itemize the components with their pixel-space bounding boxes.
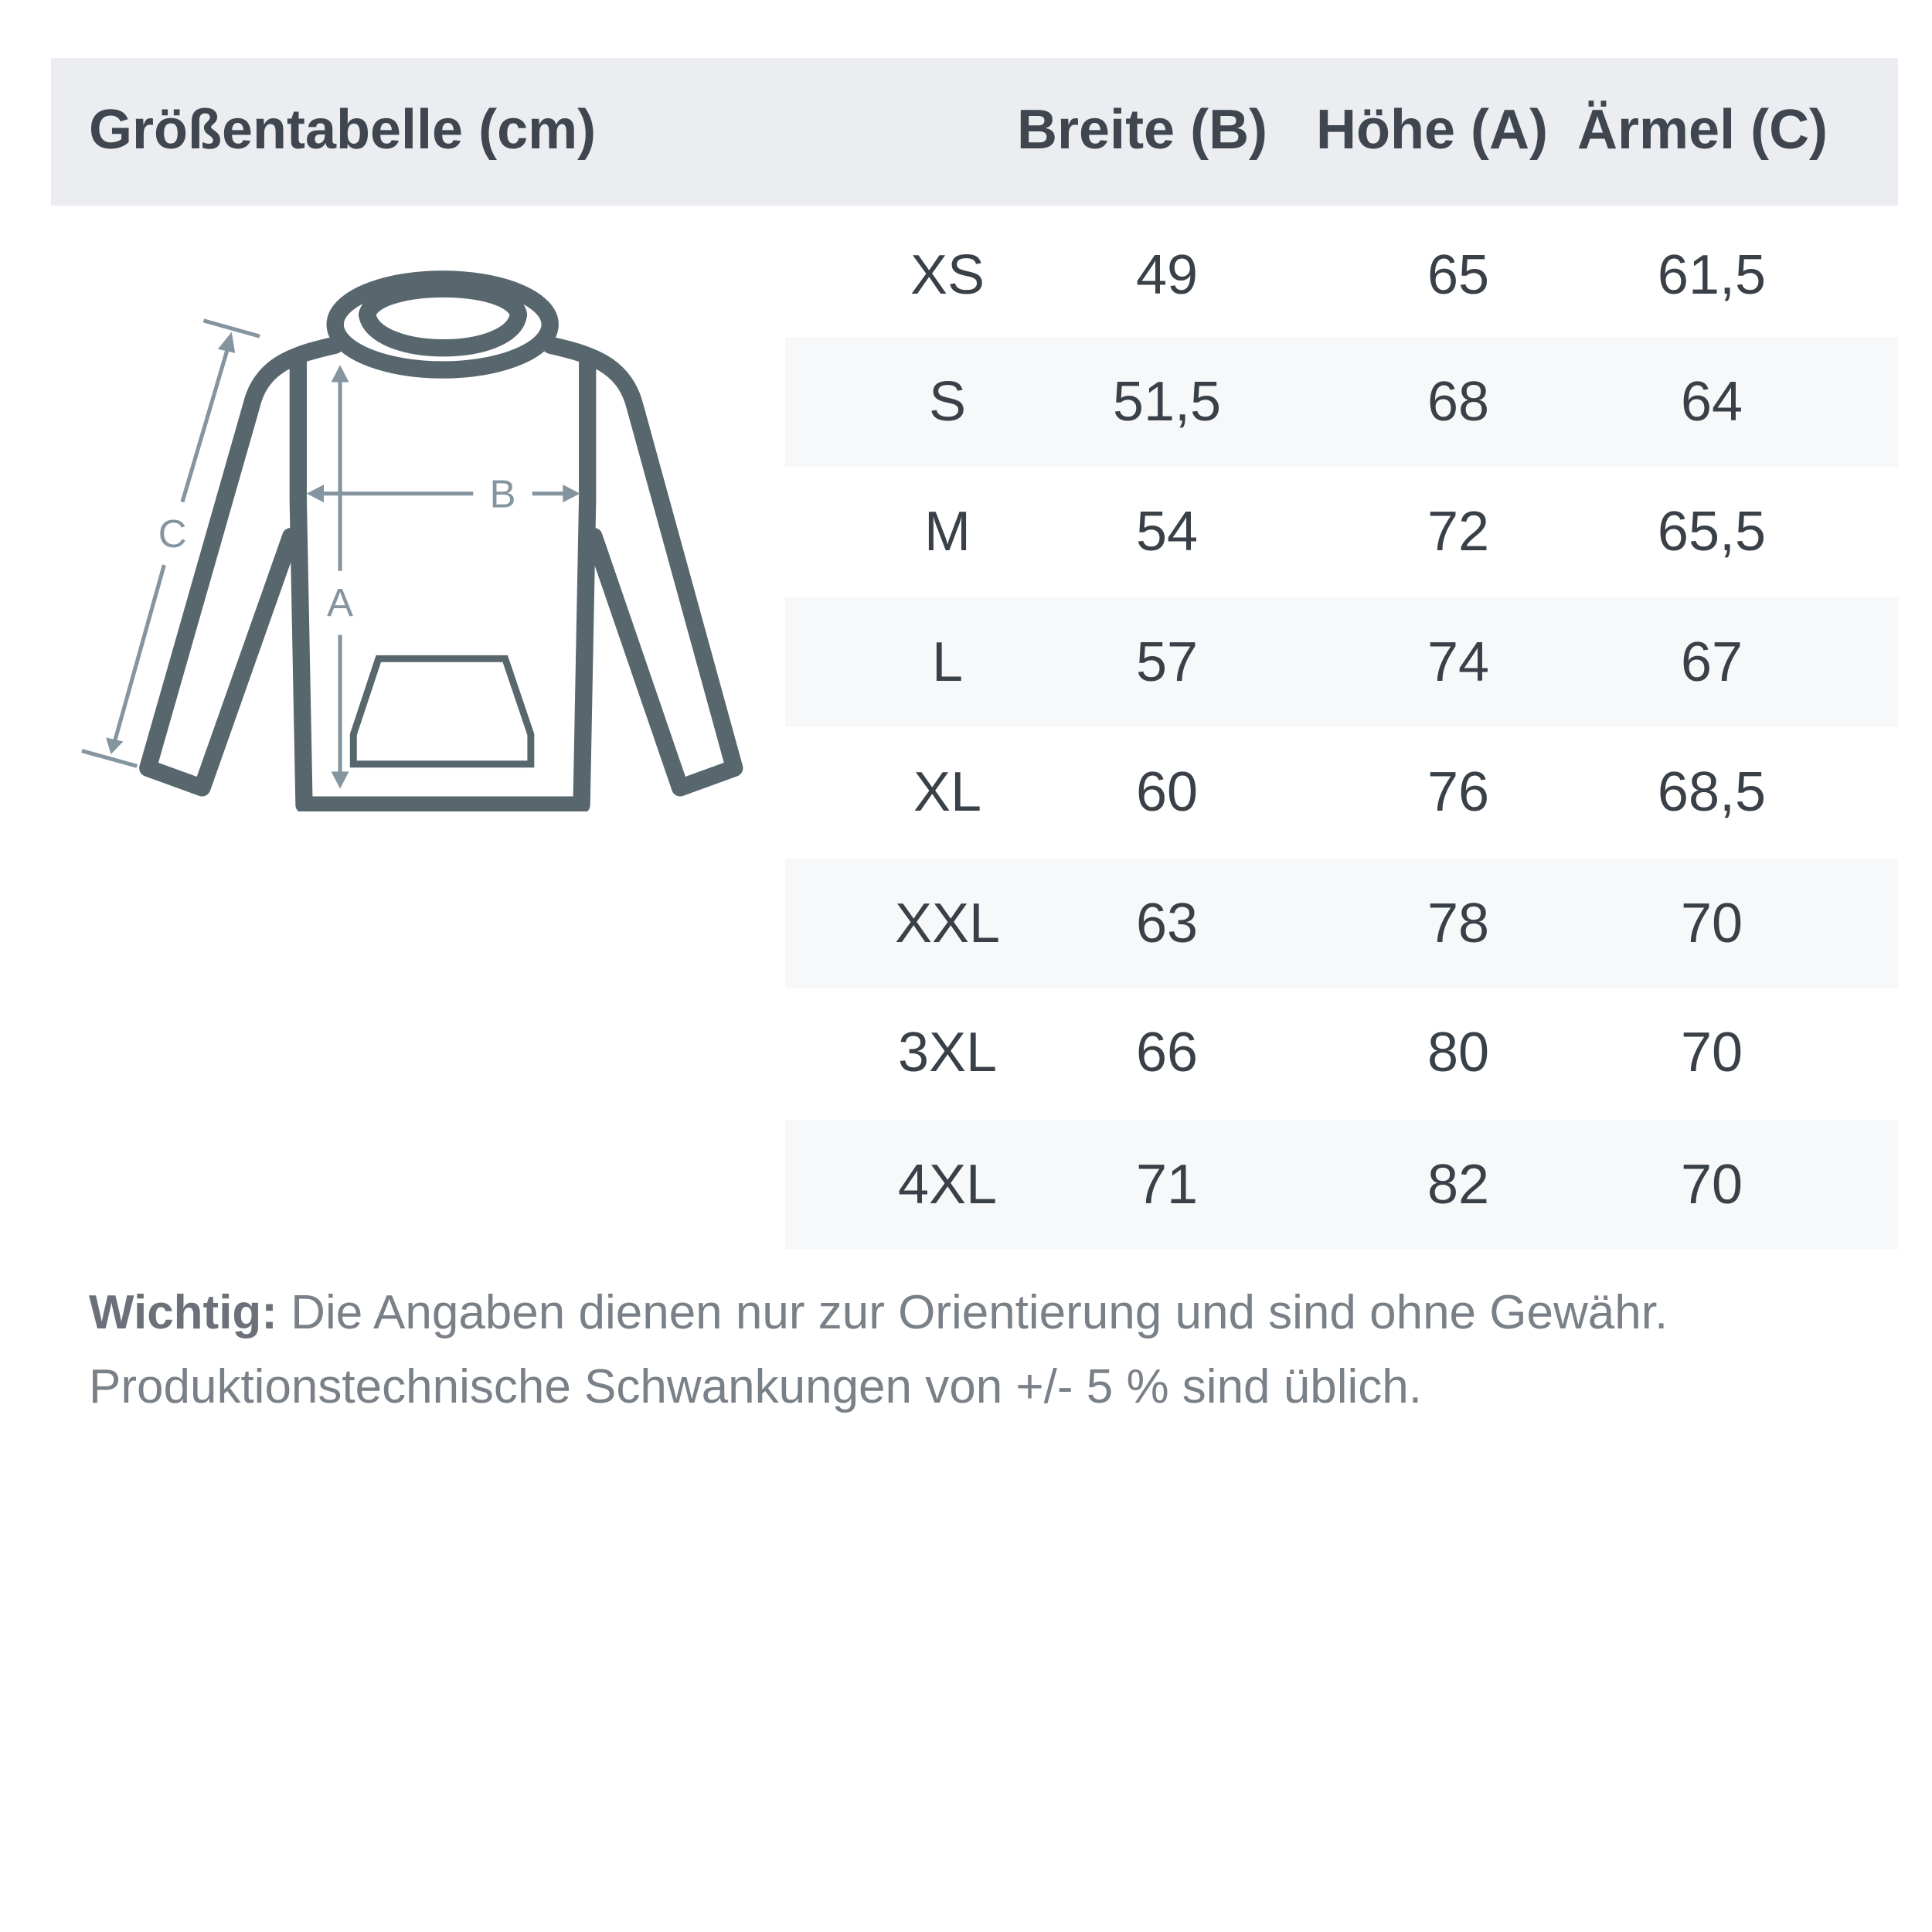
label-c: C xyxy=(158,512,187,556)
cell-size: 3XL xyxy=(897,1022,998,1083)
table-header-band xyxy=(51,58,1898,206)
cell-aermel: 67 xyxy=(1680,631,1743,693)
cell-breite: 71 xyxy=(1135,1154,1199,1216)
column-header-aermel: Ärmel (C) xyxy=(1577,99,1828,161)
cell-aermel: 68,5 xyxy=(1657,761,1767,823)
label-b: B xyxy=(489,472,515,516)
cell-hoehe: 68 xyxy=(1427,371,1490,433)
cell-size: XS xyxy=(910,244,985,306)
cell-aermel: 65,5 xyxy=(1657,501,1767,563)
table-row: XXL 63 78 70 xyxy=(785,859,1898,988)
cell-aermel: 64 xyxy=(1680,371,1743,433)
cell-breite: 54 xyxy=(1135,501,1199,563)
column-header-hoehe: Höhe (A) xyxy=(1316,99,1548,161)
table-row: XL 60 76 68,5 xyxy=(785,727,1898,857)
note-bold: Wichtig: xyxy=(89,1286,277,1339)
cell-hoehe: 74 xyxy=(1427,631,1490,693)
note-line-1: Wichtig: Die Angaben dienen nur zur Orie… xyxy=(89,1282,1668,1344)
table-row: XS 49 65 61,5 xyxy=(785,210,1898,340)
table-row: 3XL 66 80 70 xyxy=(785,988,1898,1117)
cell-size: 4XL xyxy=(897,1154,998,1216)
cell-size: L xyxy=(931,631,964,693)
cell-hoehe: 82 xyxy=(1427,1154,1490,1216)
cell-hoehe: 76 xyxy=(1427,761,1490,823)
cell-breite: 66 xyxy=(1135,1022,1199,1083)
table-row: S 51,5 68 64 xyxy=(785,337,1898,467)
cell-size: M xyxy=(924,501,971,563)
cell-hoehe: 78 xyxy=(1427,893,1490,954)
note-line-2: Produktionstechnische Schwankungen von +… xyxy=(89,1360,1422,1413)
cell-breite: 57 xyxy=(1135,631,1199,693)
cell-size: XL xyxy=(913,761,982,823)
hoodie-diagram: A B C xyxy=(81,270,743,811)
cell-breite: 49 xyxy=(1135,244,1199,306)
table-row: L 57 74 67 xyxy=(785,597,1898,727)
cell-breite: 60 xyxy=(1135,761,1199,823)
column-header-breite: Breite (B) xyxy=(1017,99,1268,161)
table-row: M 54 72 65,5 xyxy=(785,467,1898,597)
cell-hoehe: 80 xyxy=(1427,1022,1490,1083)
cell-aermel: 70 xyxy=(1680,893,1743,954)
cell-aermel: 61,5 xyxy=(1657,244,1767,306)
table-row: 4XL 71 82 70 xyxy=(785,1120,1898,1250)
cell-hoehe: 65 xyxy=(1427,244,1490,306)
note-text-1: Die Angaben dienen nur zur Orientierung … xyxy=(277,1286,1668,1339)
cell-breite: 51,5 xyxy=(1112,371,1222,433)
cell-aermel: 70 xyxy=(1680,1022,1743,1083)
cell-size: XXL xyxy=(894,893,1001,954)
cell-aermel: 70 xyxy=(1680,1154,1743,1216)
cell-size: S xyxy=(928,371,967,433)
page-title: Größentabelle (cm) xyxy=(89,99,597,161)
label-a: A xyxy=(327,580,353,624)
cell-breite: 63 xyxy=(1135,893,1199,954)
cell-hoehe: 72 xyxy=(1427,501,1490,563)
